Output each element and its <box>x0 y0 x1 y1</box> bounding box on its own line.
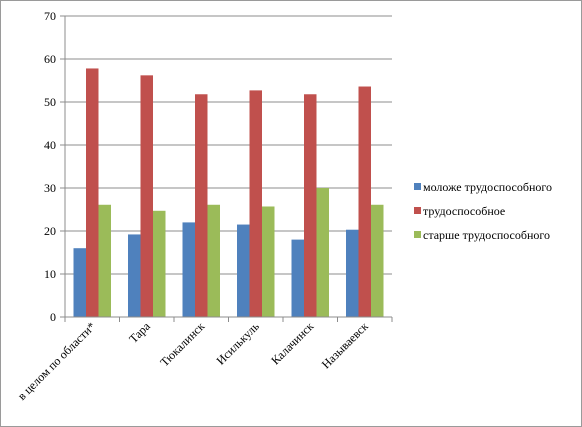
y-tick-label: 40 <box>44 138 56 152</box>
legend: моложе трудоспособного трудоспособное стар… <box>414 180 552 242</box>
bar <box>182 222 195 317</box>
legend-label: старше трудоспособного <box>423 228 550 242</box>
bar <box>153 210 166 317</box>
y-tick-label: 0 <box>50 310 56 324</box>
bars <box>73 68 384 318</box>
bar <box>371 204 384 317</box>
bar <box>140 75 153 317</box>
legend-swatch <box>414 207 421 214</box>
legend-swatch <box>414 183 421 190</box>
y-tick-label: 30 <box>44 181 56 195</box>
x-axis: в целом по области* Тара Тюкалинск Исилькул… <box>15 316 393 403</box>
legend-label: моложе трудоспособного <box>423 180 552 194</box>
bar <box>316 188 329 317</box>
y-tick-label: 50 <box>44 95 56 109</box>
bar <box>262 206 275 317</box>
bar <box>73 248 86 317</box>
x-tick-label: Калачинск <box>268 319 316 367</box>
x-tick-label: в целом по области* <box>15 319 99 403</box>
y-tick-label: 70 <box>44 9 56 23</box>
legend-swatch <box>414 231 421 238</box>
bar <box>304 94 317 317</box>
bar <box>358 86 371 318</box>
bar <box>128 234 141 317</box>
y-tick-label: 10 <box>44 267 56 281</box>
gridlines <box>65 15 392 318</box>
x-tick-label: Тара <box>126 319 153 346</box>
y-tick-label: 60 <box>44 52 56 66</box>
bar <box>195 94 208 317</box>
x-tick-label: Тюкалинск <box>157 319 207 369</box>
legend-label: трудоспособное <box>423 204 505 218</box>
x-tick-label: Называевск <box>319 319 371 371</box>
bar <box>237 224 250 317</box>
bar <box>98 204 111 317</box>
bar <box>291 239 304 317</box>
y-tick-label: 20 <box>44 224 56 238</box>
bar <box>346 229 359 317</box>
x-tick-label: Исилькуль <box>213 319 262 368</box>
bar <box>86 68 99 318</box>
bar <box>207 204 220 317</box>
y-axis: 0 10 20 30 40 50 60 70 <box>44 9 66 324</box>
bar <box>249 90 262 317</box>
